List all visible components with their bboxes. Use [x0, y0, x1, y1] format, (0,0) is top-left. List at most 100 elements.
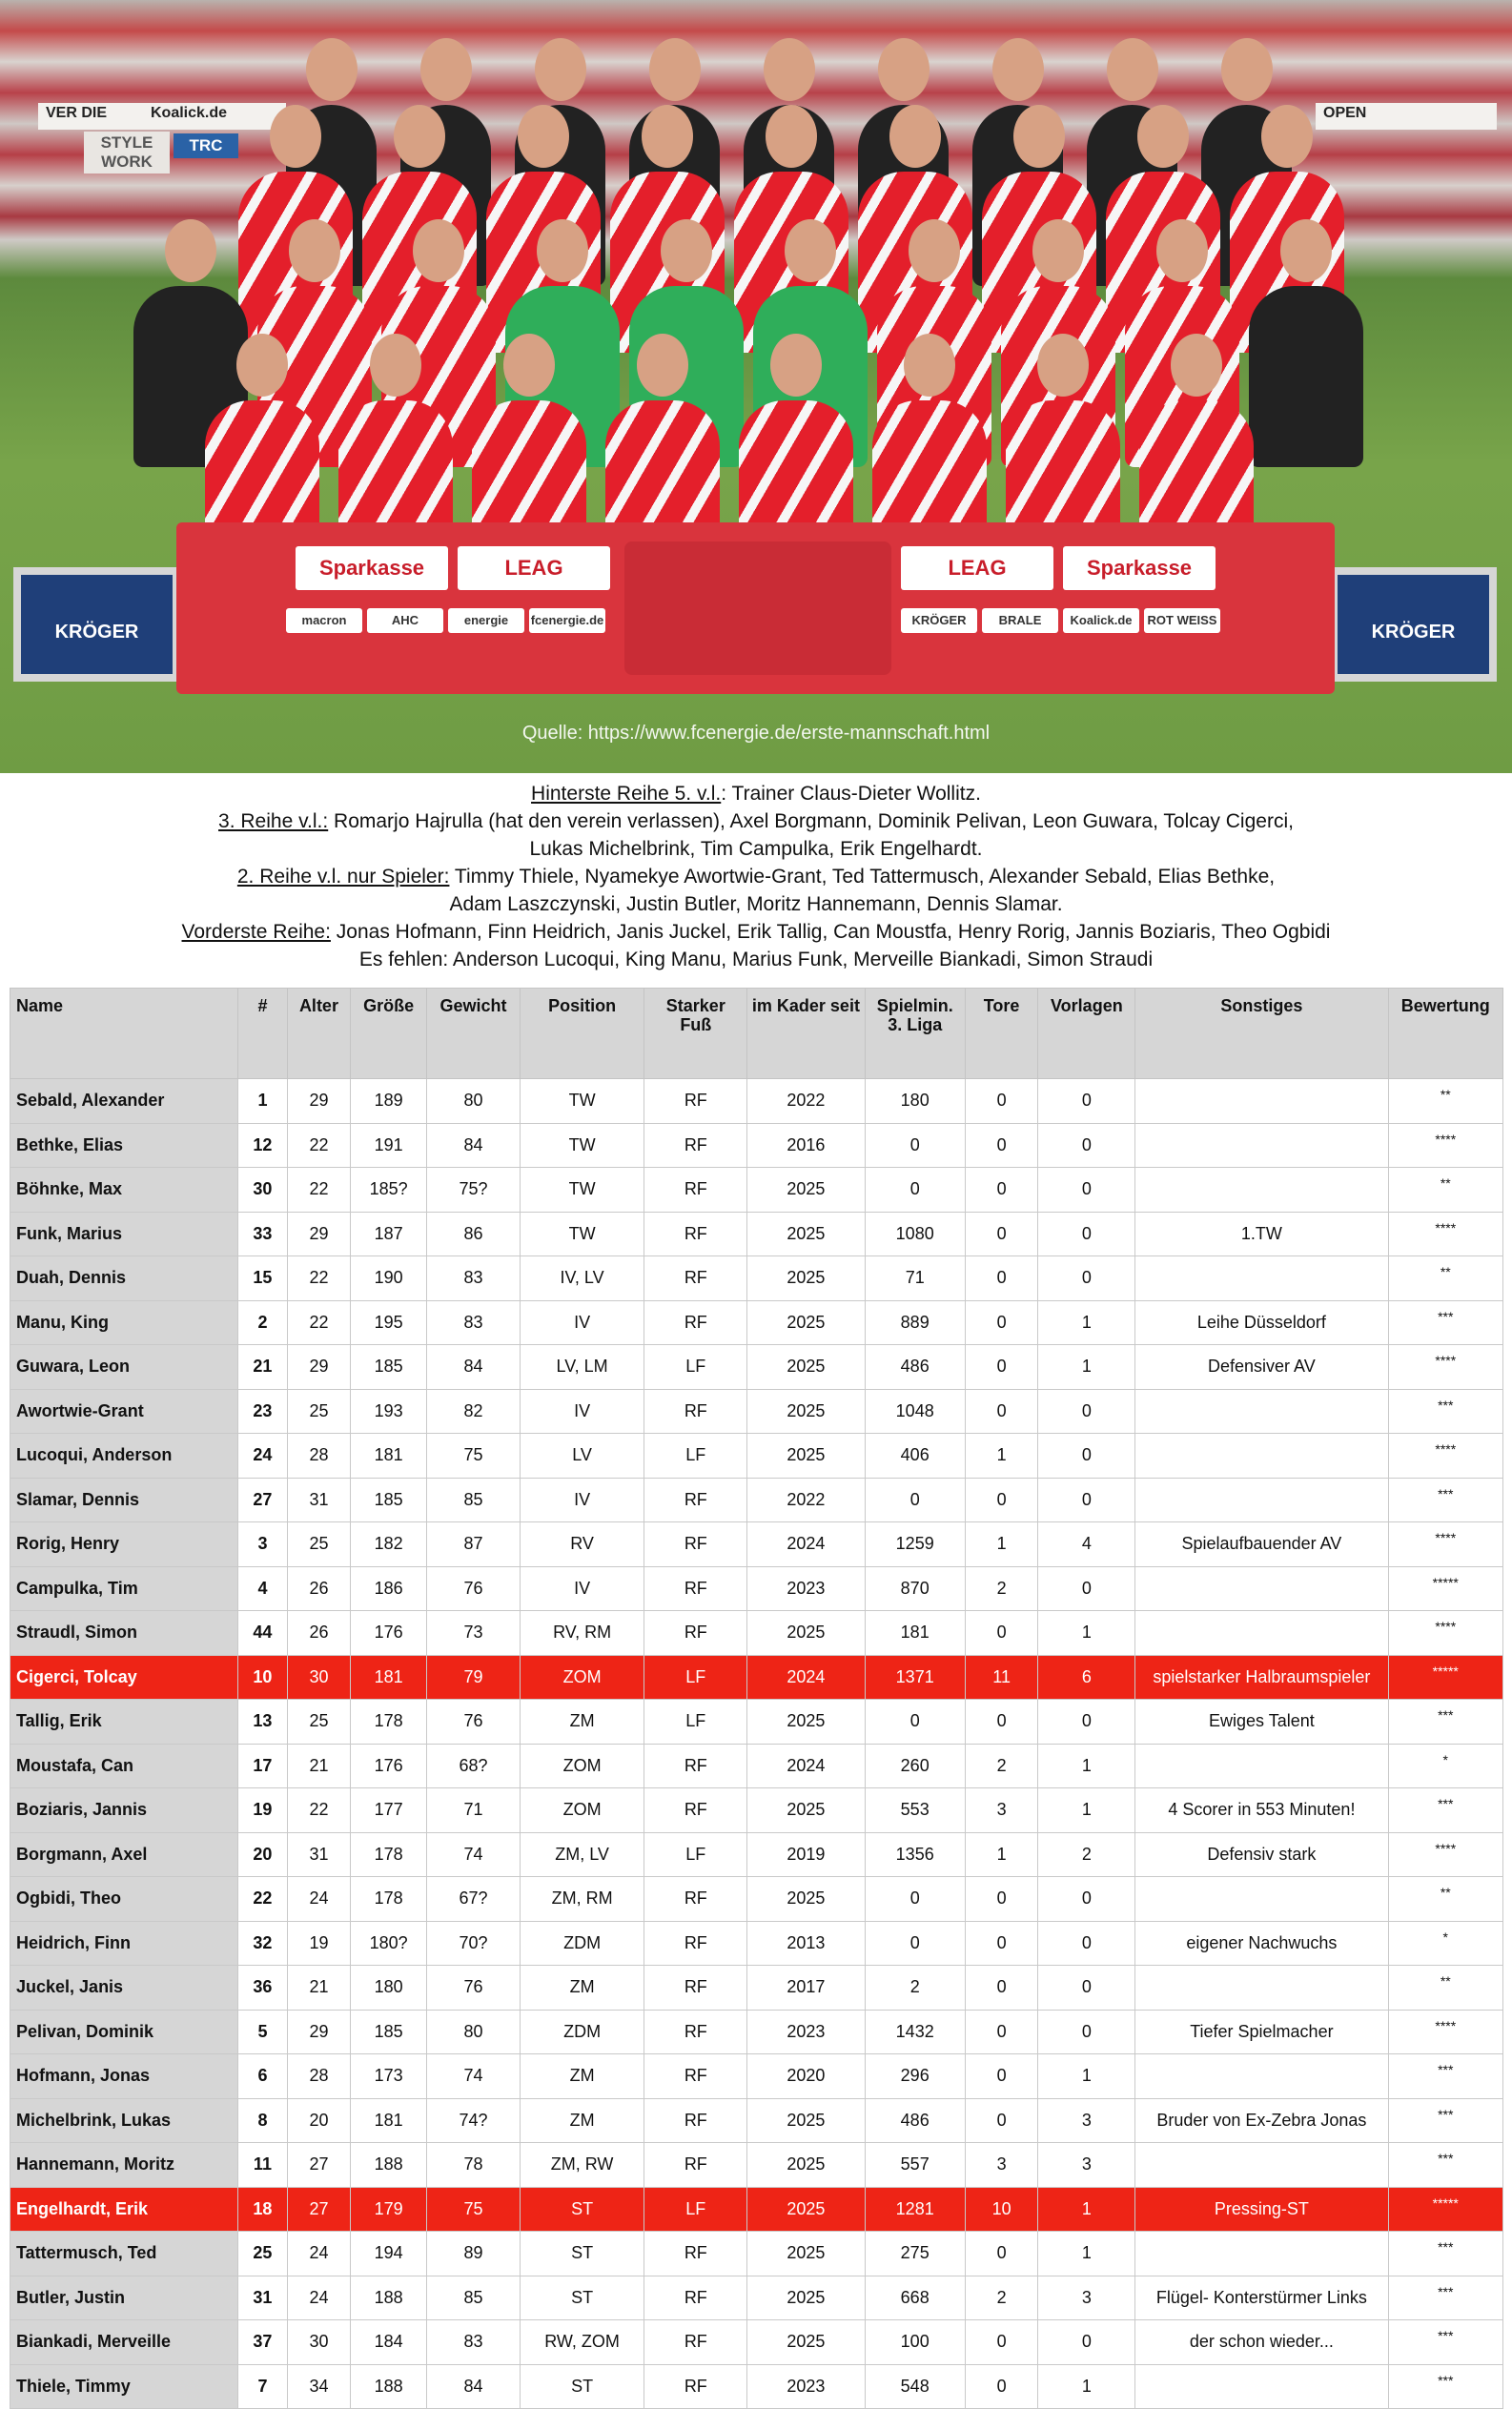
cell-height: 179	[349, 2186, 428, 2232]
cell-pos: ZM, RW	[519, 2142, 645, 2188]
header-age: Alter	[286, 988, 351, 1079]
cell-foot: RF	[644, 1920, 748, 1966]
cell-minutes: 100	[864, 2319, 966, 2365]
header-since: im Kader seit	[746, 988, 866, 1079]
caption-line: Lukas Michelbrink, Tim Campulka, Erik En…	[0, 835, 1512, 863]
cell-notes	[1134, 1565, 1389, 1611]
photo-source: Quelle: https://www.fcenergie.de/erste-m…	[521, 723, 991, 744]
cell-weight: 85	[426, 1477, 521, 1522]
cell-assists: 0	[1037, 1078, 1136, 1124]
cell-assists: 0	[1037, 1256, 1136, 1301]
cell-height: 185	[349, 2009, 428, 2054]
cell-minutes: 260	[864, 1743, 966, 1788]
cell-goals: 0	[964, 1965, 1039, 2011]
table-row: Duah, Dennis 15 22 190 83 IV, LV RF 2025 71 0 0 **	[10, 1256, 1504, 1301]
cell-weight: 83	[426, 1256, 521, 1301]
sponsor-logo: ROT WEISS	[1144, 608, 1220, 633]
header-weight: Gewicht	[426, 988, 521, 1079]
cell-since: 2023	[746, 2009, 866, 2054]
cell-since: 2013	[746, 1920, 866, 1966]
photo-caption: Hinterste Reihe 5. v.l.: Trainer Claus-D…	[0, 780, 1512, 973]
cell-pos: TW	[519, 1122, 645, 1168]
cell-num: 20	[236, 1831, 288, 1877]
player-head	[419, 38, 472, 101]
table-row: Rorig, Henry 3 25 182 87 RV RF 2024 1259 1 4 Spiela…	[10, 1521, 1504, 1567]
cell-assists: 0	[1037, 1122, 1136, 1168]
cell-rating: *	[1387, 1743, 1504, 1788]
cell-name: Heidrich, Finn	[10, 1920, 238, 1966]
cell-age: 29	[286, 2009, 351, 2054]
caption-line: 2. Reihe v.l. nur Spieler: Timmy Thiele,…	[0, 863, 1512, 890]
cell-goals: 0	[964, 2363, 1039, 2409]
cell-height: 186	[349, 1565, 428, 1611]
player-head	[763, 38, 815, 101]
player-head	[537, 219, 588, 282]
cell-notes	[1134, 1743, 1389, 1788]
cell-num: 18	[236, 2186, 288, 2232]
cell-foot: LF	[644, 2186, 748, 2232]
table-row: Cigerci, Tolcay 10 30 181 79 ZOM LF 2024 1371 11 6…	[10, 1654, 1504, 1700]
cell-minutes: 1259	[864, 1521, 966, 1567]
cell-goals: 0	[964, 1610, 1039, 1656]
cell-notes	[1134, 2053, 1389, 2099]
cell-rating: ****	[1387, 1122, 1504, 1168]
cell-minutes: 548	[864, 2363, 966, 2409]
cell-rating: **	[1387, 1078, 1504, 1124]
cell-assists: 0	[1037, 2319, 1136, 2365]
cell-foot: LF	[644, 1433, 748, 1479]
table-header: Name # Alter Größe Gewicht Position Starker Fu…	[10, 988, 1504, 1079]
adboard: OPEN	[1316, 103, 1497, 130]
player-head	[289, 219, 340, 282]
table-row: Tallig, Erik 13 25 178 76 ZM LF 2025 0 0 0 Ewiges T…	[10, 1699, 1504, 1745]
cell-pos: ZM, LV	[519, 1831, 645, 1877]
cell-notes	[1134, 2142, 1389, 2188]
cell-pos: ZM	[519, 1699, 645, 1745]
cell-age: 29	[286, 1211, 351, 1256]
player-head	[1106, 38, 1158, 101]
cell-age: 24	[286, 2275, 351, 2320]
caption-prefix: Vorderste Reihe:	[181, 921, 331, 943]
cell-height: 188	[349, 2142, 428, 2188]
cell-weight: 76	[426, 1965, 521, 2011]
cell-weight: 84	[426, 1122, 521, 1168]
cell-since: 2023	[746, 1565, 866, 1611]
caption-text: Jonas Hofmann, Finn Heidrich, Janis Juck…	[330, 921, 1331, 943]
cell-pos: IV	[519, 1477, 645, 1522]
cell-age: 25	[286, 1699, 351, 1745]
cell-since: 2025	[746, 2186, 866, 2232]
cell-age: 27	[286, 2186, 351, 2232]
table-row: Straudl, Simon 44 26 176 73 RV, RM RF 2025 181 0 1…	[10, 1610, 1504, 1656]
cell-pos: IV	[519, 1565, 645, 1611]
cell-num: 6	[236, 2053, 288, 2099]
cell-goals: 0	[964, 2231, 1039, 2276]
cell-rating: ***	[1387, 2363, 1504, 2409]
player-head	[1220, 38, 1273, 101]
cell-notes	[1134, 1610, 1389, 1656]
cell-minutes: 180	[864, 1078, 966, 1124]
cell-num: 37	[236, 2319, 288, 2365]
cell-pos: ZOM	[519, 1787, 645, 1833]
cell-height: 181	[349, 1433, 428, 1479]
cell-foot: RF	[644, 1477, 748, 1522]
cell-weight: 84	[426, 2363, 521, 2409]
cell-age: 29	[286, 1078, 351, 1124]
cell-goals: 0	[964, 1388, 1039, 1434]
cell-assists: 0	[1037, 1920, 1136, 1966]
cell-since: 2025	[746, 2275, 866, 2320]
cell-height: 176	[349, 1743, 428, 1788]
player-head	[534, 38, 586, 101]
table-row: Michelbrink, Lukas 8 20 181 74? ZM RF 2025 486 0 3…	[10, 2097, 1504, 2143]
cell-since: 2025	[746, 2097, 866, 2143]
table-row: Boziaris, Jannis 19 22 177 71 ZOM RF 2025 553 3 1 4…	[10, 1787, 1504, 1833]
cell-weight: 83	[426, 2319, 521, 2365]
cell-foot: RF	[644, 1388, 748, 1434]
cell-num: 32	[236, 1920, 288, 1966]
cell-since: 2019	[746, 1831, 866, 1877]
cell-age: 22	[286, 1122, 351, 1168]
cell-weight: 73	[426, 1610, 521, 1656]
cell-rating: ***	[1387, 2053, 1504, 2099]
cell-weight: 75	[426, 1433, 521, 1479]
table-row: Funk, Marius 33 29 187 86 TW RF 2025 1080 0 0 1.TW *…	[10, 1211, 1504, 1256]
cell-weight: 79	[426, 1654, 521, 1700]
cell-age: 25	[286, 1388, 351, 1434]
